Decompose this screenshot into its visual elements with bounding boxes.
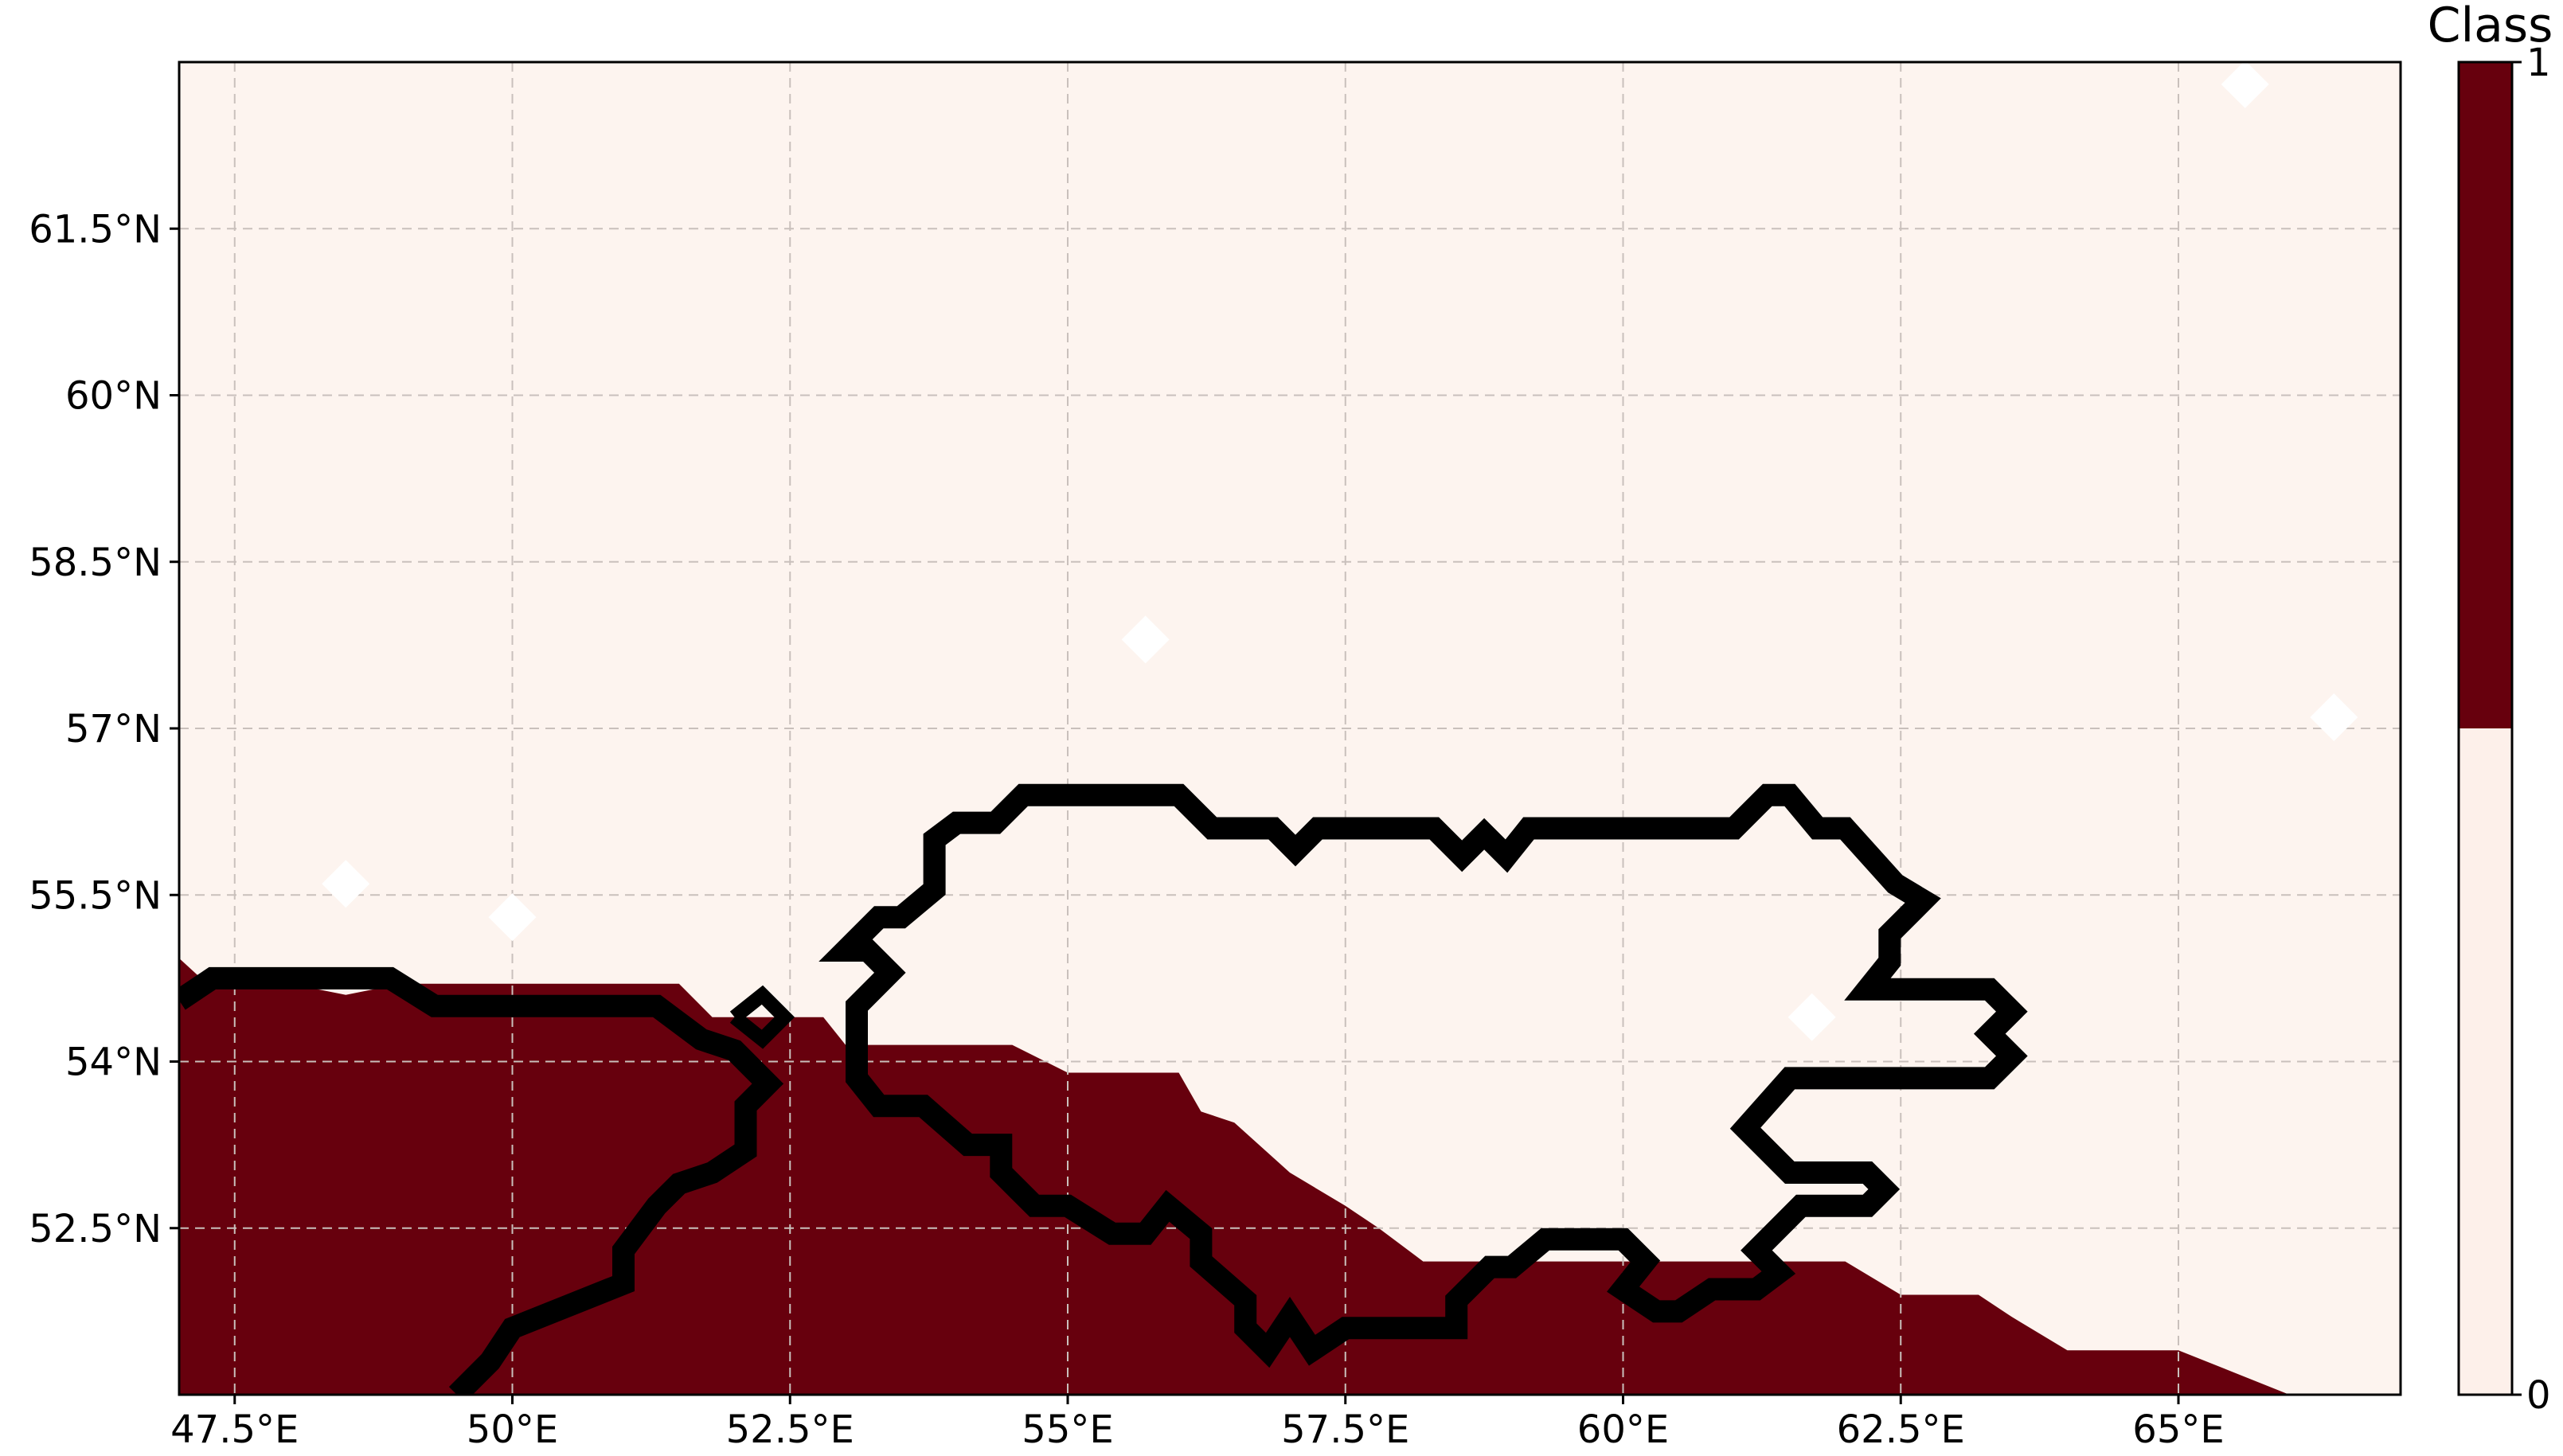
colorbar: Class 1 0 bbox=[2428, 0, 2553, 1418]
nodata-marker bbox=[322, 860, 370, 908]
x-tick-label: 55°E bbox=[1022, 1407, 1113, 1452]
secondary-boundary-loop bbox=[729, 985, 795, 1049]
nodata-marker bbox=[1787, 993, 1836, 1041]
nodata-marker bbox=[488, 893, 537, 942]
colorbar-min-label: 0 bbox=[2526, 1373, 2551, 1418]
colorbar-max-label: 1 bbox=[2526, 41, 2551, 85]
nodata-marker bbox=[1121, 615, 1170, 664]
map-grid bbox=[179, 62, 2401, 1395]
y-tick-label: 60°N bbox=[65, 374, 162, 419]
x-tick-label: 50°E bbox=[467, 1407, 558, 1452]
map-plot-area bbox=[179, 62, 2401, 1395]
colorbar-frame bbox=[2457, 61, 2514, 1396]
x-tick-label: 57.5°E bbox=[1281, 1407, 1409, 1452]
y-tick-label: 55.5°N bbox=[29, 873, 162, 918]
secondary-boundary-line bbox=[179, 966, 784, 1395]
region-boundary-outline bbox=[819, 783, 2028, 1368]
x-tick-label: 47.5°E bbox=[170, 1407, 299, 1452]
nodata-markers bbox=[322, 62, 2358, 1041]
x-axis-ticks: 47.5°E 50°E 52.5°E 55°E 57.5°E 60°E 62.5°E 65°E bbox=[170, 1395, 2225, 1452]
colorbar-title: Class bbox=[2428, 0, 2553, 53]
nodata-marker bbox=[2310, 693, 2358, 742]
x-tick-label: 52.5°E bbox=[726, 1407, 854, 1452]
y-tick-label: 58.5°N bbox=[29, 541, 162, 585]
x-tick-label: 60°E bbox=[1577, 1407, 1669, 1452]
nodata-marker bbox=[2221, 62, 2269, 108]
y-tick-label: 61.5°N bbox=[29, 207, 162, 252]
y-tick-label: 54°N bbox=[65, 1040, 162, 1085]
x-tick-label: 65°E bbox=[2132, 1407, 2224, 1452]
x-tick-label: 62.5°E bbox=[1837, 1407, 1965, 1452]
colorbar-class-0-swatch bbox=[2459, 728, 2512, 1395]
y-tick-label: 52.5°N bbox=[29, 1207, 162, 1251]
y-axis-ticks: 52.5°N 54°N 55.5°N 57°N 58.5°N 60°N 61.5°N bbox=[29, 207, 179, 1251]
colorbar-class-1-swatch bbox=[2459, 62, 2512, 728]
y-tick-label: 57°N bbox=[65, 707, 162, 751]
